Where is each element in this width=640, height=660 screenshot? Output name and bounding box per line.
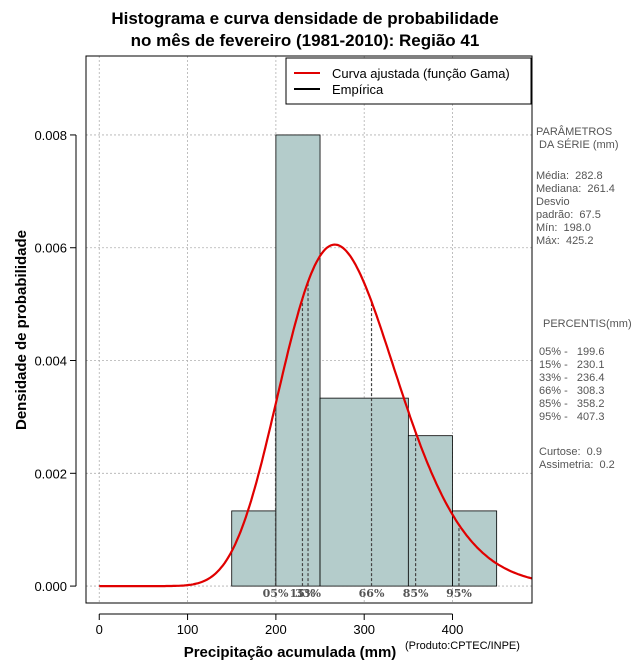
histogram-bar-2 bbox=[275, 134, 321, 587]
percentis-title: PERCENTIS(mm) bbox=[543, 318, 632, 330]
percentile-label-85: 85% bbox=[403, 587, 429, 600]
chart-title-line2: no mês de fevereiro (1981-2010): Região … bbox=[131, 31, 480, 50]
params-values: Média: 282.8 Mediana: 261.4 Desvio padrã… bbox=[536, 170, 615, 247]
credit-text: (Produto:CPTEC/INPE) bbox=[405, 640, 520, 652]
plot-frame bbox=[85, 55, 533, 604]
legend: Curva ajustada (função Gama) Empírica bbox=[285, 57, 532, 105]
percentile-label-66: 66% bbox=[359, 587, 385, 600]
percentile-label-05: 05% bbox=[263, 587, 289, 600]
percentile-label-95: 95% bbox=[446, 587, 472, 600]
stats-values: Curtose: 0.9 Assimetria: 0.2 bbox=[539, 446, 615, 471]
histogram-bars bbox=[231, 134, 498, 587]
percentile-label-33: 33% bbox=[295, 587, 321, 600]
gamma-curve bbox=[99, 243, 533, 588]
histogram-bar-3 bbox=[319, 397, 409, 587]
histogram-bar-1 bbox=[231, 510, 277, 587]
y-axis-label: Densidade de probabilidade bbox=[13, 230, 30, 430]
percentile-lines: 05% 15%33% 66% 85% 95% bbox=[263, 281, 472, 600]
axes: 0 100 200 300 400 0.000 0.002 0.004 0.006 0.008 bbox=[34, 128, 463, 637]
legend-box bbox=[285, 57, 532, 105]
params-title: PARÂMETROS DA SÉRIE (mm) bbox=[536, 126, 619, 151]
x-axis-label: Precipitação acumulada (mm) bbox=[184, 644, 397, 660]
gamma-curve-line bbox=[99, 243, 533, 588]
chart-title-line1: Histograma e curva densidade de probabil… bbox=[111, 9, 498, 28]
y-tick-label-2: 0.004 bbox=[34, 354, 67, 369]
histogram-bar-4 bbox=[407, 435, 453, 587]
y-tick-label-3: 0.006 bbox=[34, 241, 67, 256]
x-tick-label-0: 0 bbox=[96, 622, 103, 637]
x-tick-label-400: 400 bbox=[442, 622, 464, 637]
y-tick-label-4: 0.008 bbox=[34, 128, 67, 143]
percentis-values: 05% - 199.6 15% - 230.1 33% - 236.4 66% … bbox=[539, 346, 605, 423]
legend-empirical-label: Empírica bbox=[332, 82, 384, 97]
y-tick-label-1: 0.002 bbox=[34, 466, 67, 481]
percentile-label-15: 15% bbox=[290, 587, 316, 600]
x-tick-label-200: 200 bbox=[265, 622, 287, 637]
x-tick-label-300: 300 bbox=[353, 622, 375, 637]
y-tick-label-0: 0.000 bbox=[34, 579, 67, 594]
legend-fit-label: Curva ajustada (função Gama) bbox=[332, 66, 510, 81]
x-tick-label-100: 100 bbox=[177, 622, 199, 637]
histogram-bar-5 bbox=[452, 510, 498, 587]
